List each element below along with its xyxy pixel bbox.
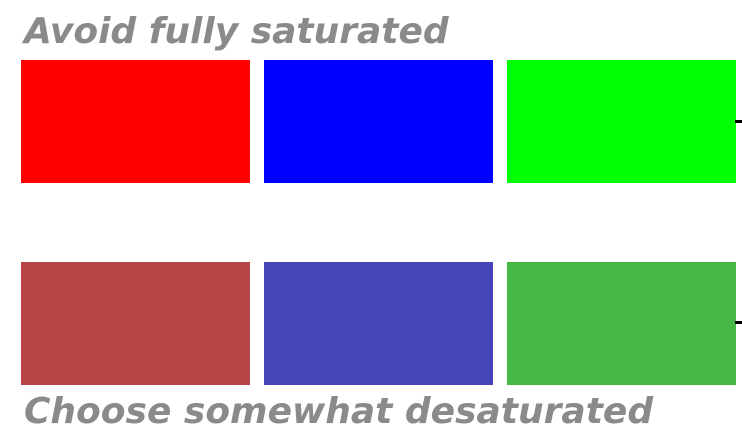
top-edge-tick bbox=[735, 120, 742, 123]
desaturated-swatch-row bbox=[21, 262, 736, 385]
bottom-edge-tick bbox=[735, 321, 742, 324]
saturated-blue-swatch bbox=[264, 60, 493, 183]
desaturated-caption: Choose somewhat desaturated bbox=[24, 391, 654, 432]
desaturated-blue-swatch bbox=[264, 262, 493, 385]
saturated-red-swatch bbox=[21, 60, 250, 183]
saturated-green-swatch bbox=[507, 60, 736, 183]
saturated-swatch-row bbox=[21, 60, 736, 183]
saturated-caption: Avoid fully saturated bbox=[24, 11, 449, 52]
desaturated-red-swatch bbox=[21, 262, 250, 385]
desaturated-green-swatch bbox=[507, 262, 736, 385]
